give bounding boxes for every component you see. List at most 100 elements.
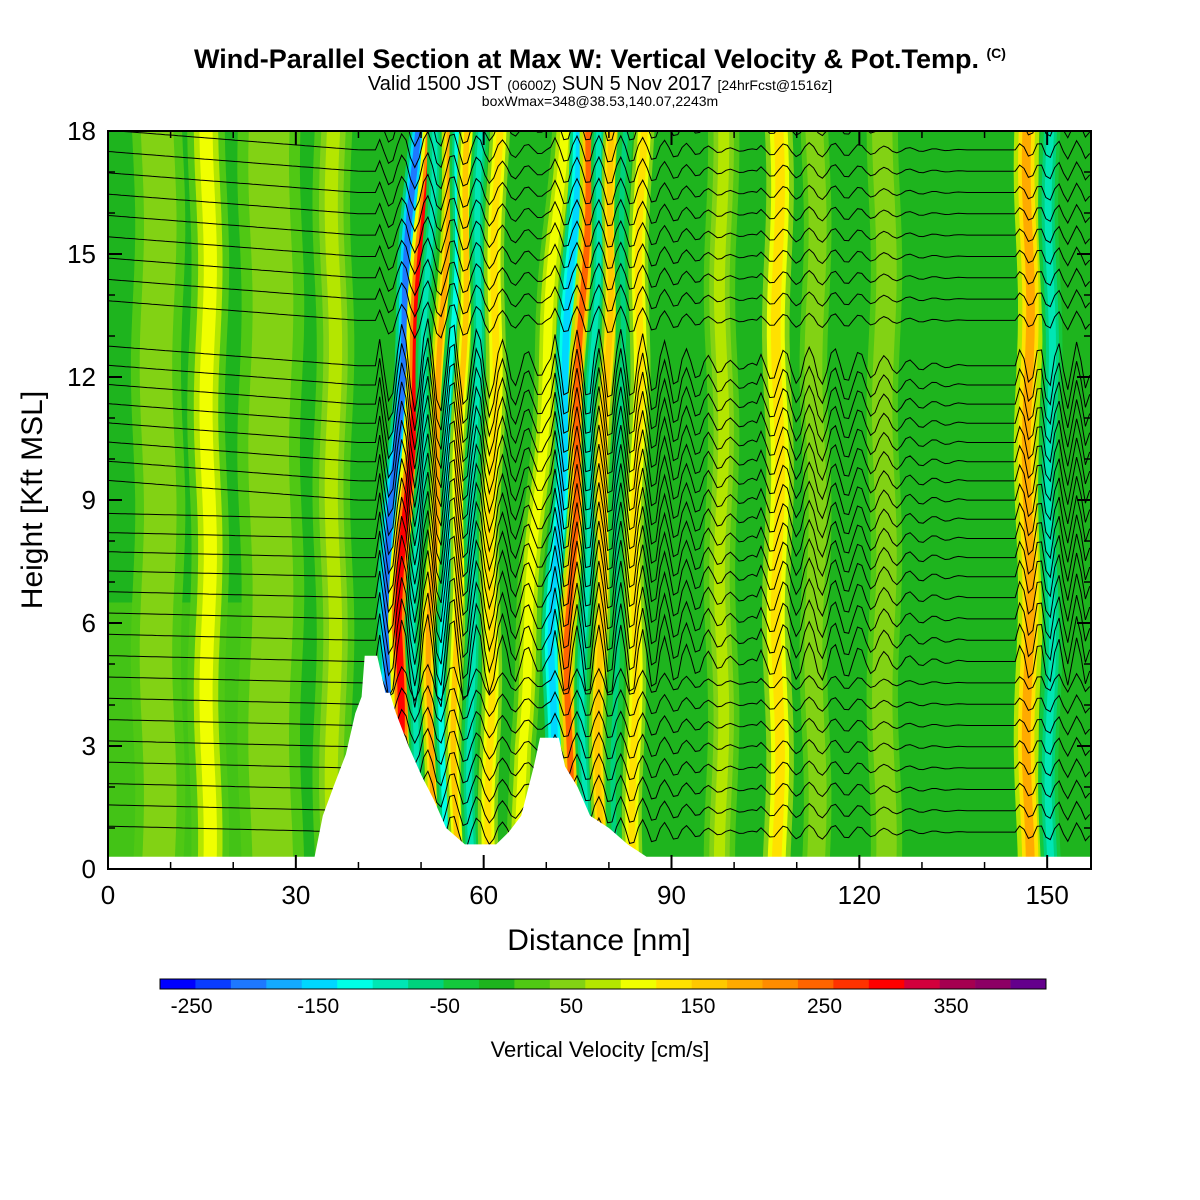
theta-contour — [108, 278, 1091, 318]
colorbar-swatch — [408, 979, 444, 989]
colorbar-swatch — [195, 979, 232, 989]
colorbar-title: Vertical Velocity [cm/s] — [491, 1037, 710, 1062]
terrain — [108, 655, 1091, 869]
colorbar-swatch — [691, 979, 728, 989]
theta-contour — [108, 300, 1091, 340]
w-band — [199, 131, 217, 869]
chart-subtitle: Valid 1500 JST (0600Z) SUN 5 Nov 2017 [2… — [367, 73, 833, 95]
w-band — [628, 131, 648, 869]
theta-contour — [108, 356, 1091, 451]
w-band — [147, 131, 169, 869]
theta-contour — [108, 727, 1091, 766]
colorbar-swatch — [337, 979, 373, 989]
colorbar-tick-label: -150 — [297, 995, 339, 1018]
theta-contour — [108, 318, 1091, 412]
w-band — [380, 131, 422, 869]
y-axis: 0 3 6 9 12 15 18 — [67, 116, 1091, 884]
theta-contour — [112, 131, 1091, 169]
theta-contour — [108, 151, 1091, 191]
box-wmax-label: boxWmax=348@38.53,140.07,2243m — [481, 93, 719, 109]
theta-contour — [108, 215, 1091, 255]
theta-contour — [108, 395, 1091, 489]
x-tick-label: 0 — [101, 880, 115, 910]
colorbar-swatch — [656, 979, 692, 989]
w-band — [450, 131, 470, 869]
colorbar-swatch — [620, 979, 657, 989]
colorbar-swatch — [833, 979, 870, 989]
w-band — [484, 131, 504, 869]
forecast-label: [24hrFcst@1516z] — [717, 77, 833, 93]
colorbar-tick-label: -250 — [171, 995, 213, 1018]
colorbar-swatch — [868, 979, 905, 989]
theta-contour — [108, 236, 1091, 276]
x-axis-title: Distance [nm] — [507, 924, 690, 957]
w-band — [409, 131, 438, 869]
w-band — [876, 131, 892, 869]
colorbar-swatch — [372, 979, 409, 989]
theta-contour — [108, 471, 1091, 566]
theta-contour — [108, 592, 1091, 687]
x-tick-label: 60 — [469, 880, 498, 910]
colorbar-frame — [159, 978, 1047, 990]
colorbar-swatch — [797, 979, 834, 989]
colorbar-tick-label: 350 — [934, 995, 969, 1018]
colorbar-swatch — [727, 979, 763, 989]
theta-contour — [108, 770, 1091, 809]
w-band — [1021, 131, 1035, 869]
colorbar-swatch — [160, 979, 196, 989]
theta-contour — [108, 550, 1091, 644]
theta-contour — [108, 791, 1091, 830]
w-band — [563, 131, 592, 869]
y-tick-label: 18 — [67, 116, 96, 146]
theta-contour — [108, 510, 1091, 604]
w-band — [514, 131, 569, 869]
colorbar-swatch — [266, 979, 303, 989]
y-tick-label: 9 — [82, 485, 96, 515]
w-band — [393, 131, 437, 869]
y-tick-label: 12 — [67, 362, 96, 392]
theta-contour — [108, 257, 1091, 297]
w-band — [438, 131, 461, 869]
colorbar-swatch — [549, 979, 586, 989]
theta-contour — [108, 452, 1091, 546]
w-band — [324, 131, 343, 869]
y-tick-label: 15 — [67, 239, 96, 269]
terrain-fill — [108, 655, 1091, 869]
colorbar-swatch — [514, 979, 551, 989]
theta-contour — [108, 529, 1091, 623]
theta-contour — [108, 433, 1091, 527]
chart-title: Wind-Parallel Section at Max W: Vertical… — [194, 44, 1006, 74]
theta-contour — [108, 614, 1091, 708]
theta-contour — [108, 812, 1091, 851]
x-tick-label: 120 — [838, 880, 881, 910]
theta-contour — [108, 571, 1091, 665]
colorbar-swatch — [585, 979, 622, 989]
valid-utc: (0600Z) — [507, 77, 557, 93]
theta-contour — [108, 337, 1091, 431]
colorbar-tick-label: 250 — [807, 995, 842, 1018]
colorbar-swatch — [443, 979, 480, 989]
w-band — [579, 131, 602, 869]
y-axis-title: Height [Kft MSL] — [16, 391, 49, 609]
theta-contour — [108, 706, 1091, 745]
theta-contour — [108, 375, 1091, 470]
colorbar-swatch — [939, 979, 976, 989]
colorbar-tick-label: 150 — [680, 995, 715, 1018]
x-tick-label: 30 — [281, 880, 310, 910]
theta-contour — [108, 172, 1091, 212]
colorbar-swatch — [1010, 979, 1047, 989]
y-tick-label: 0 — [82, 854, 96, 884]
colorbar: -250 -150 -50 50 150 250 350 — [159, 978, 1047, 1018]
colorbar-swatch — [301, 979, 338, 989]
theta-contour — [108, 491, 1091, 585]
colorbar-swatch — [230, 979, 267, 989]
theta-contour — [108, 684, 1091, 724]
copyright-mark: (C) — [986, 45, 1006, 61]
theta-contour — [108, 414, 1091, 508]
colorbar-swatch — [478, 979, 515, 989]
vertical-velocity-field — [108, 131, 1091, 869]
colorbar-tick-label: -50 — [430, 995, 460, 1018]
colorbar-swatch — [904, 979, 940, 989]
colorbar-tick-label: 50 — [560, 995, 583, 1018]
